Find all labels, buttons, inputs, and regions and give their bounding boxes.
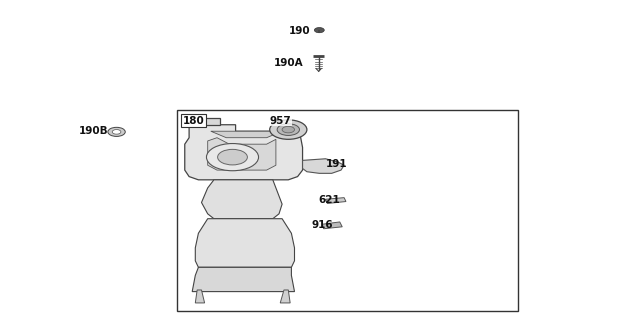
- Text: 916: 916: [312, 220, 334, 230]
- Polygon shape: [280, 290, 290, 303]
- Text: eReplacementParts.com: eReplacementParts.com: [264, 165, 455, 179]
- Text: 621: 621: [318, 195, 340, 205]
- Text: 190B: 190B: [79, 126, 108, 136]
- Polygon shape: [189, 118, 220, 125]
- Polygon shape: [185, 125, 303, 180]
- Polygon shape: [208, 138, 276, 170]
- Circle shape: [314, 28, 324, 33]
- Polygon shape: [322, 222, 342, 229]
- Circle shape: [277, 124, 299, 135]
- Text: 180: 180: [183, 116, 205, 125]
- Polygon shape: [202, 180, 282, 219]
- Text: 957: 957: [270, 116, 291, 125]
- Text: 191: 191: [326, 159, 347, 169]
- Circle shape: [112, 130, 121, 134]
- Polygon shape: [326, 198, 346, 203]
- Circle shape: [218, 149, 247, 165]
- Polygon shape: [195, 290, 205, 303]
- Bar: [177, 110, 518, 311]
- Polygon shape: [303, 159, 344, 173]
- Circle shape: [206, 144, 259, 171]
- Circle shape: [270, 120, 307, 139]
- Polygon shape: [192, 267, 294, 292]
- Polygon shape: [211, 131, 282, 138]
- Text: 190: 190: [288, 26, 310, 36]
- Text: 190A: 190A: [274, 58, 304, 68]
- Polygon shape: [195, 219, 294, 267]
- Circle shape: [108, 127, 125, 136]
- Circle shape: [282, 126, 294, 133]
